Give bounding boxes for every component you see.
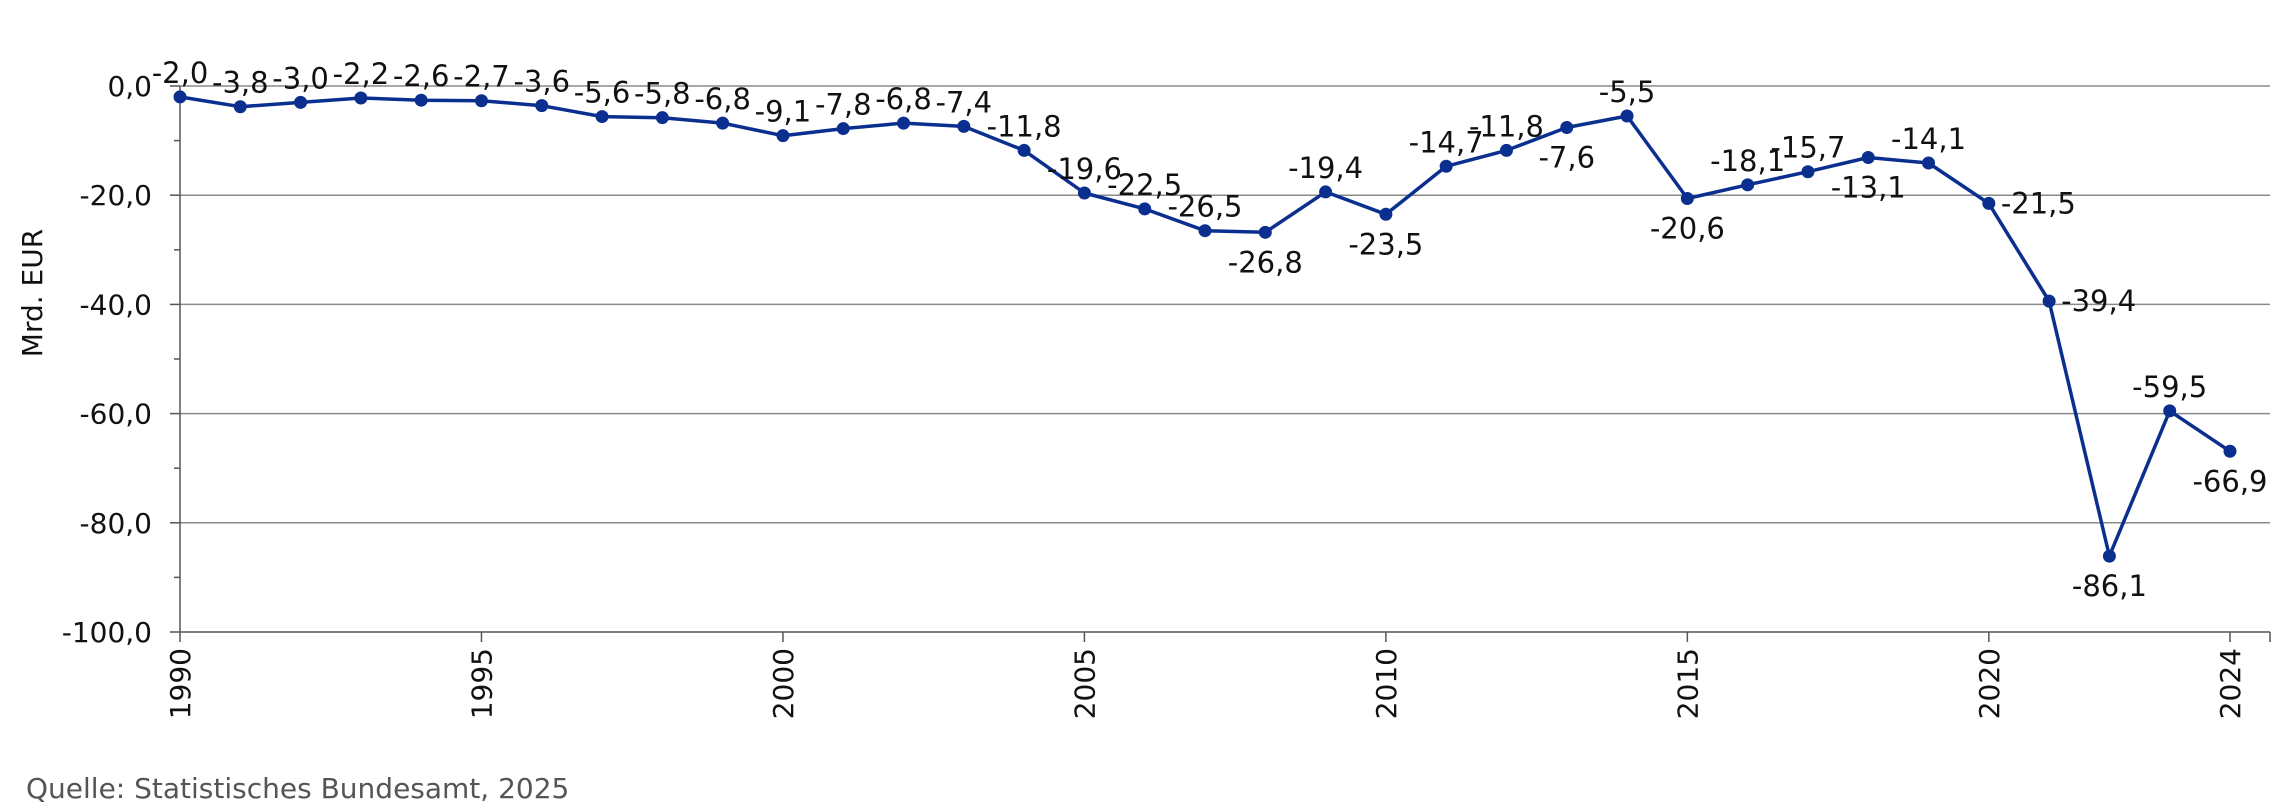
data-label: -14,7 (1409, 125, 1484, 159)
data-point (1499, 143, 1513, 157)
data-label: -7,4 (936, 85, 993, 119)
data-label: -2,7 (453, 60, 510, 94)
data-label: -2,0 (152, 56, 209, 90)
data-point (1801, 165, 1815, 179)
data-point (2223, 444, 2237, 458)
y-tick-labels: 0,0 -20,0 -40,0 -60,0 -80,0 -100,0 (62, 70, 152, 649)
x-tick-label: 2015 (1671, 648, 1704, 719)
data-label: -11,8 (987, 109, 1062, 143)
data-label: -20,6 (1650, 211, 1725, 245)
data-label: -3,0 (272, 61, 329, 95)
x-tick-label: 2020 (1973, 648, 2006, 719)
data-point (595, 110, 609, 124)
data-label: -6,8 (694, 82, 751, 116)
data-label: -7,6 (1538, 140, 1595, 174)
x-tick-label: 2024 (2214, 648, 2247, 719)
data-label: -59,5 (2132, 370, 2207, 404)
data-label: -2,2 (333, 57, 390, 91)
data-point (2042, 294, 2056, 308)
x-tick-label: 1990 (164, 648, 197, 719)
data-point (655, 111, 669, 125)
data-point (535, 99, 549, 113)
data-label: -2,6 (393, 59, 450, 93)
data-point (1379, 207, 1393, 221)
data-label: -21,5 (2001, 186, 2076, 220)
data-point (957, 119, 971, 133)
data-point (1138, 202, 1152, 216)
data-points (173, 90, 2237, 563)
data-label: -23,5 (1348, 227, 1423, 261)
data-point (474, 94, 488, 108)
data-point (233, 100, 247, 114)
data-point (1680, 191, 1694, 205)
y-tick-label: -80,0 (80, 507, 152, 540)
data-point (1439, 159, 1453, 173)
data-point (2163, 404, 2177, 418)
data-point (776, 129, 790, 143)
data-point (173, 90, 187, 104)
x-tick-label: 1995 (465, 648, 498, 719)
data-point (1077, 186, 1091, 200)
x-tick-label: 2010 (1370, 648, 1403, 719)
data-label: -3,6 (513, 65, 570, 99)
data-labels: -2,0 -3,8 -3,0 -2,2 -2,6 -2,7 -3,6 -5,6 -5,8 -6,8… (152, 56, 2268, 603)
data-point (1319, 185, 1333, 199)
data-point (716, 116, 730, 130)
series-path (179, 95, 2231, 558)
data-point (836, 122, 850, 136)
data-label: -3,8 (212, 66, 269, 100)
data-point (897, 116, 911, 130)
data-label: -22,5 (1107, 168, 1182, 202)
data-point (1258, 225, 1272, 239)
y-axis-label: Mrd. EUR (16, 229, 49, 357)
data-point (414, 93, 428, 107)
x-tick-labels: 1990 1995 2000 2005 2010 2015 2020 2024 (164, 648, 2247, 719)
y-tick-label: -40,0 (80, 288, 152, 321)
y-tick-label: -100,0 (62, 616, 152, 649)
data-label: -15,7 (1770, 131, 1845, 165)
data-label: -11,8 (1469, 109, 1544, 143)
data-label: -66,9 (2192, 464, 2267, 498)
data-point (1560, 120, 1574, 134)
data-point (1198, 224, 1212, 238)
data-point (1922, 156, 1936, 170)
data-point (1982, 196, 1996, 210)
data-label: -5,5 (1599, 75, 1656, 109)
data-point (294, 95, 308, 109)
data-point (1741, 178, 1755, 192)
data-label: -19,6 (1047, 152, 1122, 186)
data-label: -19,4 (1288, 151, 1363, 185)
data-point (1620, 109, 1634, 123)
data-point (1017, 143, 1031, 157)
y-tick-label: 0,0 (107, 70, 152, 103)
data-label: -13,1 (1831, 171, 1906, 205)
data-label: -5,6 (574, 76, 631, 110)
data-label: -9,1 (755, 95, 812, 129)
data-point (1861, 151, 1875, 165)
line-chart: 0,0 -20,0 -40,0 -60,0 -80,0 -100,0 1990 1995 20… (16, 56, 2271, 719)
data-label: -26,5 (1167, 190, 1242, 224)
data-label: -5,8 (634, 77, 691, 111)
data-label: -14,1 (1891, 122, 1966, 156)
data-label: -86,1 (2072, 569, 2147, 603)
data-label: -26,8 (1228, 245, 1303, 279)
x-tick-label: 2000 (767, 648, 800, 719)
y-tick-label: -60,0 (80, 398, 152, 431)
data-label: -18,1 (1710, 144, 1785, 178)
gridlines (180, 85, 2270, 524)
series-line (179, 95, 2231, 558)
source-note: Quelle: Statistisches Bundesamt, 2025 (26, 772, 570, 805)
data-point (2102, 549, 2116, 563)
x-tick-label: 2005 (1068, 648, 1101, 719)
data-point (354, 91, 368, 105)
y-tick-label: -20,0 (80, 179, 152, 212)
data-label: -39,4 (2061, 284, 2136, 318)
axes (170, 85, 2271, 642)
data-label: -6,8 (875, 82, 932, 116)
data-label: -7,8 (815, 88, 872, 122)
